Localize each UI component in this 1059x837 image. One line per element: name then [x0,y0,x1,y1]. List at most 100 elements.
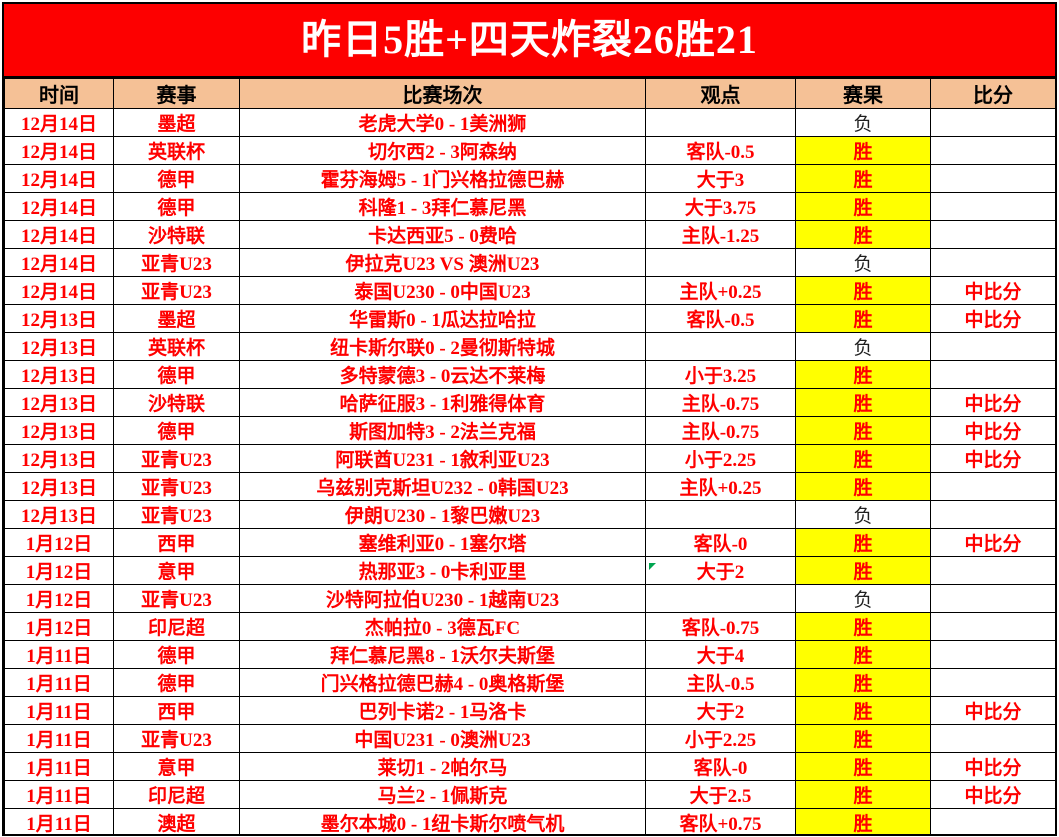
cell-score: 中比分 [930,416,1055,445]
cell-result: 胜 [795,360,931,389]
cell-date: 1月11日 [4,668,114,697]
cell-date: 1月11日 [4,808,114,834]
cell-match: 阿联酋U231 - 1敘利亚U23 [239,444,646,473]
cell-score [930,472,1055,501]
cell-date: 12月13日 [4,332,114,361]
table-row: 12月13日 亚青U23 乌兹别克斯坦U232 - 0韩国U23 主队+0.25 胜 [4,472,1055,501]
cell-match: 霍芬海姆5 - 1门兴格拉德巴赫 [239,164,646,193]
cell-league: 墨超 [113,108,240,137]
table-row: 1月11日 印尼超 马兰2 - 1佩斯克 大于2.5 胜中比分 [4,780,1055,809]
cell-league: 沙特联 [113,388,240,417]
cell-result: 负 [795,248,931,277]
table-header-row: 时间 赛事 比赛场次 观点 赛果 比分 [4,78,1055,109]
cell-league: 亚青U23 [113,444,240,473]
cell-league: 墨超 [113,304,240,333]
cell-view [645,248,796,277]
table-row: 12月14日 沙特联 卡达西亚5 - 0费哈 主队-1.25 胜 [4,220,1055,249]
cell-match: 中国U231 - 0澳洲U23 [239,724,646,753]
cell-league: 亚青U23 [113,276,240,305]
cell-match: 伊拉克U23 VS 澳洲U23 [239,248,646,277]
cell-result: 负 [795,584,931,613]
cell-score: 中比分 [930,752,1055,781]
cell-view: 客队-0.5 [645,304,796,333]
cell-match: 老虎大学0 - 1美洲狮 [239,108,646,137]
cell-league: 西甲 [113,696,240,725]
cell-date: 12月13日 [4,304,114,333]
cell-view: 大于3.75 [645,192,796,221]
cell-result: 负 [795,332,931,361]
cell-date: 1月11日 [4,724,114,753]
table-row: 12月13日 沙特联 哈萨征服3 - 1利雅得体育 主队-0.75 胜中比分 [4,388,1055,417]
cell-score: 中比分 [930,276,1055,305]
cell-result: 胜 [795,388,931,417]
cell-date: 12月13日 [4,444,114,473]
cell-view: 客队-0.5 [645,136,796,165]
cell-result: 胜 [795,192,931,221]
cell-match: 塞维利亚0 - 1塞尔塔 [239,528,646,557]
cell-result: 胜 [795,472,931,501]
table-row: 12月14日 亚青U23 泰国U230 - 0中国U23 主队+0.25 胜中比分 [4,276,1055,305]
cell-result: 胜 [795,136,931,165]
cell-date: 1月11日 [4,752,114,781]
cell-league: 德甲 [113,164,240,193]
cell-league: 亚青U23 [113,248,240,277]
cell-result: 胜 [795,668,931,697]
cell-view: 主队+0.25 [645,276,796,305]
cell-score: 中比分 [930,388,1055,417]
cell-league: 沙特联 [113,220,240,249]
cell-result: 胜 [795,752,931,781]
table-row: 1月12日 亚青U23 沙特阿拉伯U230 - 1越南U23 负 [4,584,1055,613]
cell-result: 胜 [795,780,931,809]
table-row: 12月13日 墨超 华雷斯0 - 1瓜达拉哈拉 客队-0.5 胜中比分 [4,304,1055,333]
cell-date: 1月12日 [4,556,114,585]
cell-match: 纽卡斯尔联0 - 2曼彻斯特城 [239,332,646,361]
cell-view: 主队-0.5 [645,668,796,697]
results-table: 时间 赛事 比赛场次 观点 赛果 比分 12月14日 墨超 老虎大学0 - 1美洲狮负 12月1… [4,78,1055,834]
cell-match: 科隆1 - 3拜仁慕尼黑 [239,192,646,221]
cell-match: 泰国U230 - 0中国U23 [239,276,646,305]
cell-score [930,584,1055,613]
column-header-view: 观点 [645,78,796,109]
cell-score [930,332,1055,361]
cell-match: 马兰2 - 1佩斯克 [239,780,646,809]
cell-date: 12月14日 [4,220,114,249]
cell-league: 德甲 [113,360,240,389]
cell-view: 大于2.5 [645,780,796,809]
cell-result: 胜 [795,304,931,333]
cell-view: 主队+0.25 [645,472,796,501]
cell-score [930,164,1055,193]
cell-view: 主队-1.25 [645,220,796,249]
cell-match: 哈萨征服3 - 1利雅得体育 [239,388,646,417]
cell-date: 12月13日 [4,500,114,529]
cell-match: 沙特阿拉伯U230 - 1越南U23 [239,584,646,613]
cell-match: 卡达西亚5 - 0费哈 [239,220,646,249]
cell-view: 小于3.25 [645,360,796,389]
cell-view: 小于2.25 [645,444,796,473]
table-row: 12月14日 亚青U23 伊拉克U23 VS 澳洲U23 负 [4,248,1055,277]
cell-result: 胜 [795,276,931,305]
cell-result: 胜 [795,724,931,753]
cell-league: 英联杯 [113,136,240,165]
table-row: 1月12日 西甲 塞维利亚0 - 1塞尔塔 客队-0 胜中比分 [4,528,1055,557]
cell-view: 大于2 [645,556,796,585]
cell-result: 胜 [795,528,931,557]
table-row: 12月13日 亚青U23 伊朗U230 - 1黎巴嫩U23 负 [4,500,1055,529]
table-row: 12月14日 英联杯 切尔西2 - 3阿森纳 客队-0.5 胜 [4,136,1055,165]
cell-view: 小于2.25 [645,724,796,753]
table-row: 12月13日 亚青U23 阿联酋U231 - 1敘利亚U23 小于2.25 胜中比分 [4,444,1055,473]
table-row: 12月14日 德甲 霍芬海姆5 - 1门兴格拉德巴赫 大于3 胜 [4,164,1055,193]
cell-view: 客队-0 [645,752,796,781]
cell-score: 中比分 [930,780,1055,809]
cell-league: 德甲 [113,416,240,445]
cell-match: 华雷斯0 - 1瓜达拉哈拉 [239,304,646,333]
cell-league: 德甲 [113,640,240,669]
cell-score [930,108,1055,137]
table-row: 12月13日 德甲 多特蒙德3 - 0云达不莱梅 小于3.25 胜 [4,360,1055,389]
cell-league: 亚青U23 [113,472,240,501]
cell-score [930,192,1055,221]
cell-score: 中比分 [930,528,1055,557]
cell-match: 拜仁慕尼黑8 - 1沃尔夫斯堡 [239,640,646,669]
table-row: 1月11日 德甲 门兴格拉德巴赫4 - 0奥格斯堡 主队-0.5 胜 [4,668,1055,697]
cell-date: 1月11日 [4,780,114,809]
cell-match: 伊朗U230 - 1黎巴嫩U23 [239,500,646,529]
